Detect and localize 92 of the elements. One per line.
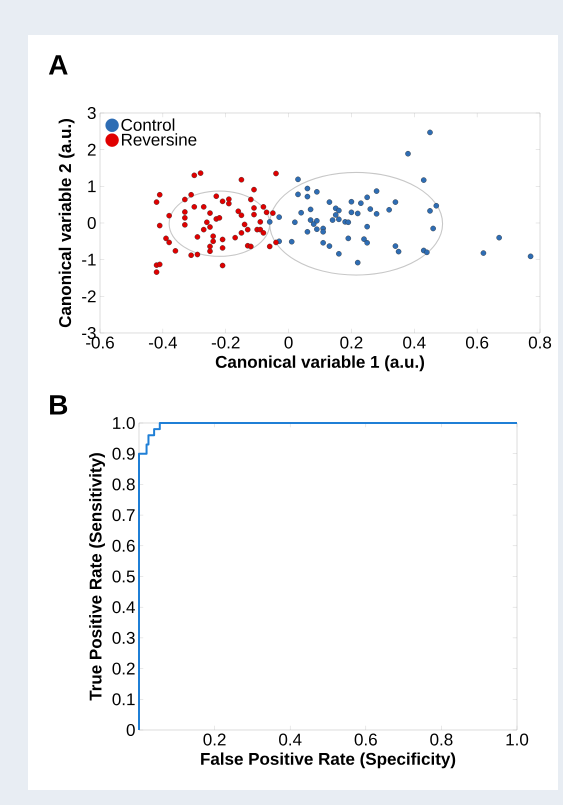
point	[392, 199, 398, 205]
point	[326, 199, 332, 205]
x-tick-label: -0.6	[86, 336, 114, 349]
y-tick-label: 0.2	[112, 662, 135, 675]
point	[427, 130, 433, 136]
x-tick-label: 0.6	[354, 734, 377, 746]
point	[361, 236, 367, 242]
x-tick-label: -0.4	[148, 336, 178, 349]
point	[332, 212, 339, 218]
x-axis-title: False Positive Rate (Specificity)	[201, 752, 456, 768]
y-tick-label: 1	[88, 180, 96, 192]
point	[386, 207, 392, 213]
point	[336, 208, 342, 214]
point	[320, 240, 326, 246]
point	[433, 202, 440, 209]
line-series	[138, 422, 518, 731]
point	[276, 214, 282, 220]
point	[345, 236, 352, 242]
y-axis-title: True Positive Rate (Sensitivity)	[89, 453, 105, 701]
y-tick-label: 0.7	[112, 509, 135, 522]
point	[320, 229, 326, 235]
y-tick-label: 3	[88, 106, 96, 120]
y-tick-label: 0.3	[112, 632, 135, 644]
point	[288, 238, 295, 244]
legend-label: Reversine	[122, 133, 196, 146]
legend-label: Control	[121, 118, 174, 131]
y-tick-label: 0.4	[112, 601, 135, 614]
text: A	[48, 55, 68, 74]
y-tick-label: 0.5	[112, 570, 135, 583]
x-tick-label: 0.8	[430, 734, 452, 746]
y-tick-label: 0	[88, 216, 96, 230]
point	[308, 217, 314, 223]
point	[405, 150, 411, 156]
x-axis-title: Canonical variable 1 (a.u.)	[216, 355, 424, 372]
point	[354, 210, 361, 216]
x-tick-label: 0.4	[279, 734, 302, 746]
point	[298, 210, 304, 216]
point	[480, 250, 486, 256]
point	[304, 229, 310, 235]
point	[420, 177, 427, 183]
point	[310, 221, 317, 227]
y-tick-label: 0.1	[112, 693, 135, 706]
point	[354, 260, 361, 266]
x-tick-label: 0.8	[528, 336, 552, 349]
y-tick-label: 0.8	[112, 478, 135, 490]
point	[364, 240, 370, 246]
point	[348, 198, 354, 205]
point	[314, 189, 320, 195]
point	[314, 218, 320, 224]
y-tick-label: 2	[88, 144, 96, 156]
point	[358, 200, 364, 206]
y-tick-label: 0	[126, 724, 135, 736]
y-tick-label: -1	[82, 254, 96, 266]
y-tick-label: 0.9	[112, 448, 135, 460]
x-tick-label: -0.2	[212, 336, 240, 349]
point	[304, 186, 310, 192]
point	[295, 176, 301, 182]
point	[396, 248, 402, 254]
point	[430, 226, 436, 232]
point	[345, 219, 352, 226]
y-tick-label: -2	[82, 290, 96, 302]
point	[424, 250, 430, 256]
y-tick-label: 0.6	[112, 540, 135, 552]
point	[295, 192, 301, 198]
point	[292, 219, 298, 226]
point	[392, 243, 398, 249]
point	[496, 234, 502, 240]
point	[308, 206, 314, 212]
point	[364, 194, 370, 200]
point	[326, 243, 332, 249]
point	[348, 210, 354, 216]
y-axis-title: Canonical variable 2 (a.u.)	[58, 118, 74, 328]
x-tick-label: 0.4	[403, 336, 426, 349]
x-tick-label: 0.2	[203, 734, 226, 746]
point	[304, 194, 310, 200]
point	[314, 226, 320, 232]
x-tick-label: 0.6	[466, 336, 488, 349]
point	[374, 188, 380, 194]
point	[336, 216, 342, 222]
y-tick-label: 1.0	[113, 416, 135, 430]
point	[336, 250, 342, 257]
text: B	[50, 395, 68, 414]
point	[330, 217, 336, 223]
point	[364, 224, 370, 230]
x-tick-label: 0	[284, 336, 293, 349]
point	[427, 208, 433, 214]
point	[374, 211, 380, 217]
x-tick-label: 0.2	[340, 336, 362, 349]
point	[266, 219, 273, 225]
x-tick-label: 1.0	[506, 734, 528, 746]
point	[367, 206, 374, 212]
point	[528, 254, 534, 260]
